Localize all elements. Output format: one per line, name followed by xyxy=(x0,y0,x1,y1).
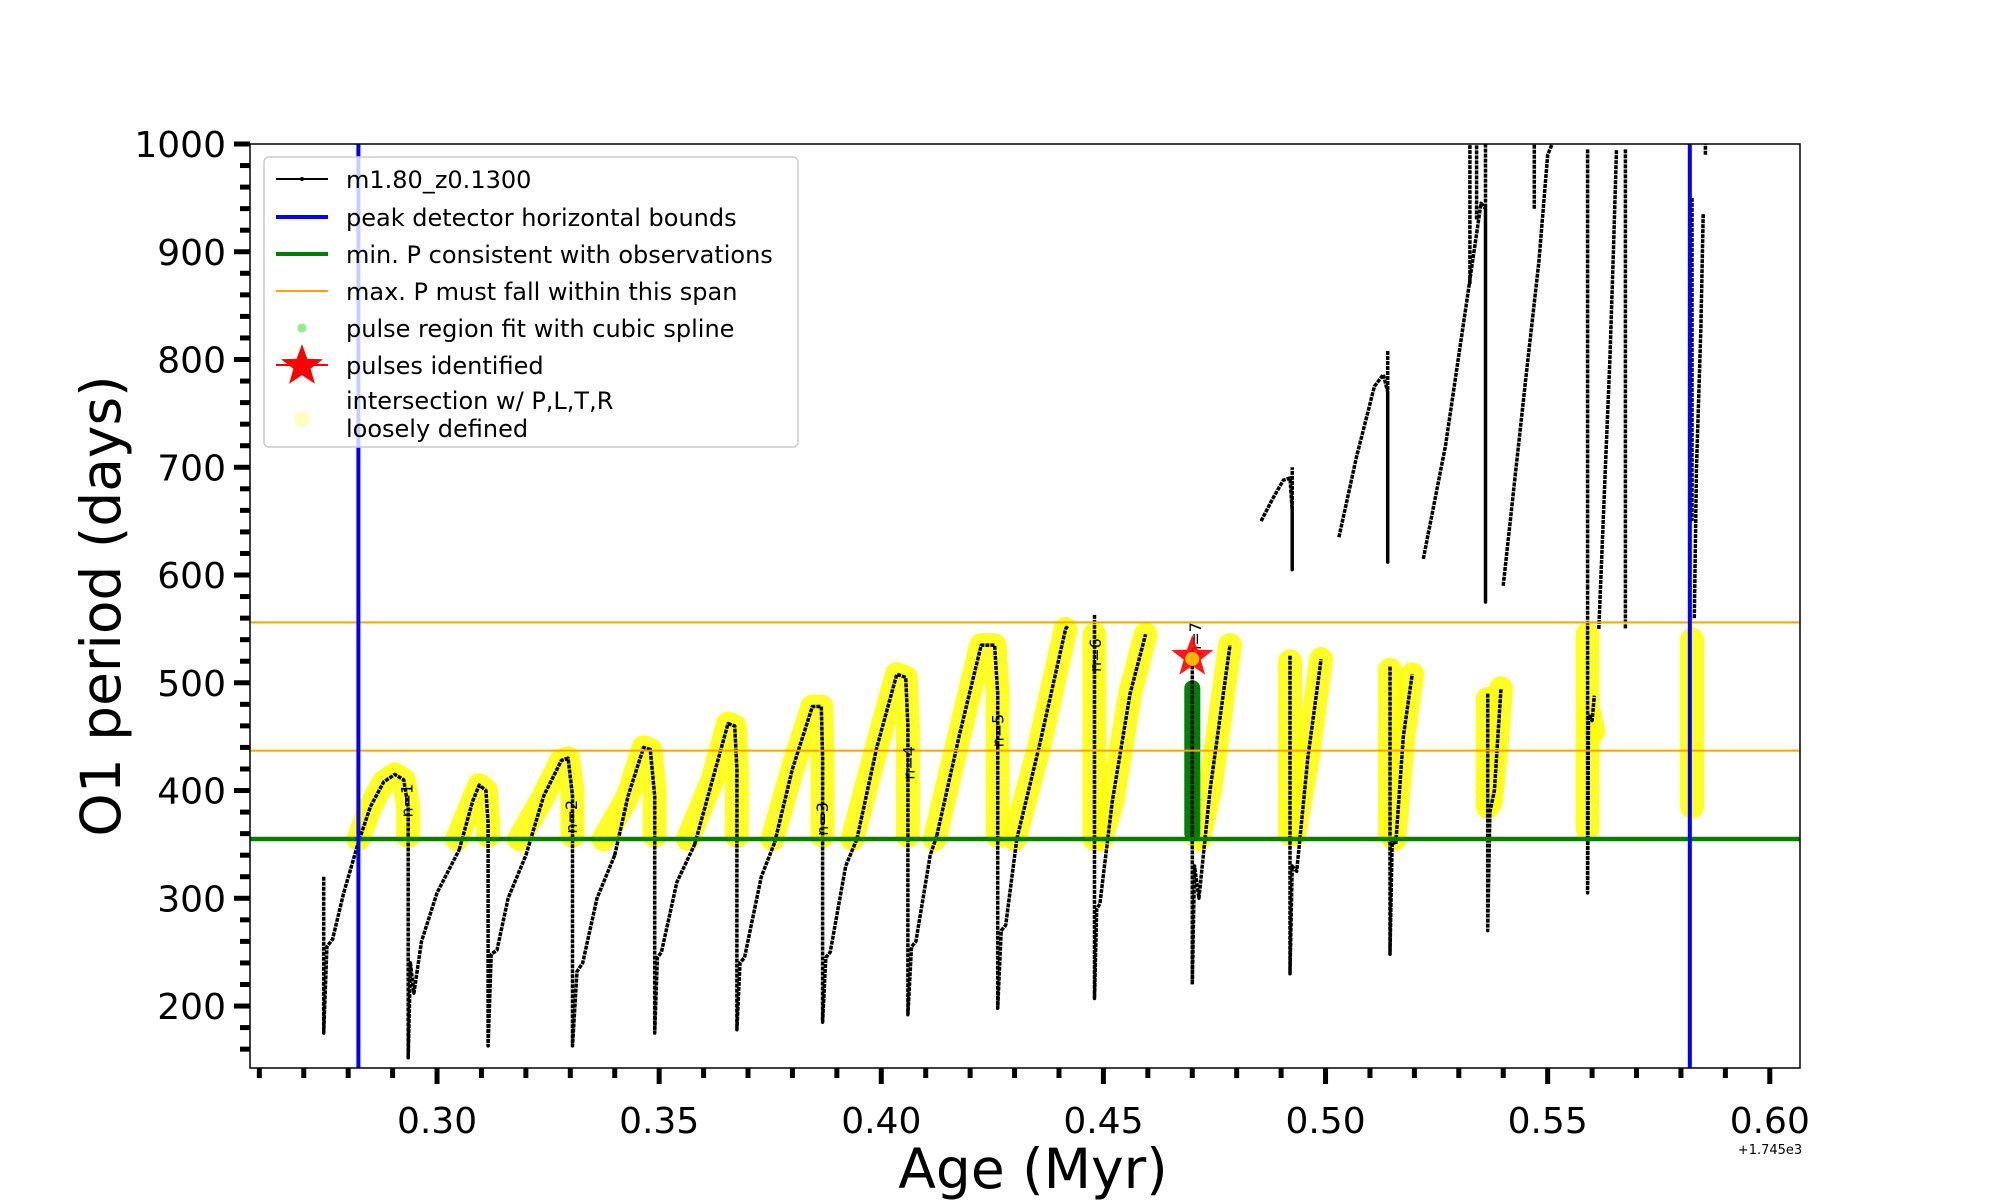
legend-label: max. P must fall within this span xyxy=(346,278,737,306)
model-track-segment xyxy=(1388,666,1414,957)
y-tick-label: 500 xyxy=(157,664,226,705)
model-track-segment xyxy=(1597,149,1619,629)
legend-label: pulses identified xyxy=(346,352,544,380)
cycle-label: n=1 xyxy=(398,784,417,818)
y-tick-label: 400 xyxy=(157,772,226,813)
y-axis-label: O1 period (days) xyxy=(69,375,133,836)
model-track-segment xyxy=(457,783,528,1048)
legend-item: m1.80_z0.1300 xyxy=(276,166,531,194)
y-tick-label: 300 xyxy=(157,879,226,920)
horizontal-reference-lines xyxy=(250,621,1800,842)
model-series xyxy=(321,144,1708,1060)
cycle-label: n=6 xyxy=(1086,638,1105,672)
model-track-segment xyxy=(1015,624,1070,840)
legend-item: min. P consistent with observations xyxy=(276,241,773,269)
pulse-star-highlight xyxy=(1185,651,1200,666)
legend-star-icon xyxy=(281,344,323,384)
x-tick-label: 0.45 xyxy=(1063,1101,1143,1142)
legend-label: peak detector horizontal bounds xyxy=(346,204,737,232)
legend-box xyxy=(263,156,799,448)
x-tick-label: 0.35 xyxy=(619,1101,699,1142)
y-axis: 200 300 400 500 600 700 800 900 1000 xyxy=(134,125,250,1052)
legend-circle-icon xyxy=(294,411,310,427)
x-tick-label: 0.50 xyxy=(1285,1101,1365,1142)
model-track-segment xyxy=(1337,350,1390,564)
model-track-segment xyxy=(1092,614,1148,1001)
legend-item: pulses identified xyxy=(276,344,544,384)
model-track-segment xyxy=(321,772,461,1060)
cycle-label: n=3 xyxy=(813,802,832,836)
model-track-segment xyxy=(612,745,697,1035)
legend-item: peak detector horizontal bounds xyxy=(276,204,737,232)
model-track-segment xyxy=(1190,644,1232,987)
model-track-segment xyxy=(1485,688,1503,933)
x-axis: 0.30 0.35 0.40 0.45 0.50 0.55 0.60 xyxy=(256,1068,1810,1142)
x-tick-label: 0.40 xyxy=(841,1101,921,1142)
cycle-label: n=2 xyxy=(562,800,581,834)
y-tick-label: 200 xyxy=(157,987,226,1028)
x-tick-label: 0.60 xyxy=(1730,1101,1810,1142)
model-track-segment xyxy=(1288,655,1323,976)
model-track-segment xyxy=(1421,144,1488,604)
model-track-segment xyxy=(855,672,939,1017)
y-tick-label: 1000 xyxy=(134,125,226,166)
legend-dot-icon xyxy=(297,323,307,333)
legend-label-line: loosely defined xyxy=(346,415,528,443)
legend-label: min. P consistent with observations xyxy=(346,241,773,269)
legend-item: max. P must fall within this span xyxy=(276,278,737,306)
pulses-identified-markers xyxy=(1171,634,1214,675)
cycle-label: n=4 xyxy=(900,746,919,780)
model-track-segment xyxy=(1259,467,1294,572)
plot-area: n=1 n=2 n=3n=4n=5n=6 n=7 xyxy=(250,144,1800,1068)
model-track-segment xyxy=(1501,144,1554,586)
legend-item: pulse region fit with cubic spline xyxy=(297,315,734,343)
model-track-segment xyxy=(1692,213,1705,619)
y-tick-label: 700 xyxy=(157,448,226,489)
model-track-segment xyxy=(935,643,1019,1010)
x-tick-label: 0.55 xyxy=(1508,1101,1588,1142)
legend-label: m1.80_z0.1300 xyxy=(346,166,531,194)
plot-frame xyxy=(249,143,1801,1069)
x-tick-label: 0.30 xyxy=(397,1101,477,1142)
y-tick-label: 800 xyxy=(157,341,226,382)
cycle-label: n=5 xyxy=(989,714,1008,748)
model-track-segment xyxy=(524,756,617,1048)
legend-label-line: intersection w/ P,L,T,R xyxy=(346,387,613,415)
x-axis-label: Age (Myr) xyxy=(898,1137,1167,1200)
x-offset-label: +1.745e3 xyxy=(1738,1143,1802,1158)
model-track-segment xyxy=(772,704,859,1024)
model-track-segment xyxy=(693,721,777,1032)
legend-dot-icon xyxy=(300,177,304,181)
y-tick-label: 900 xyxy=(157,233,226,274)
legend-label: pulse region fit with cubic spline xyxy=(346,315,734,343)
y-tick-label: 600 xyxy=(157,556,226,597)
